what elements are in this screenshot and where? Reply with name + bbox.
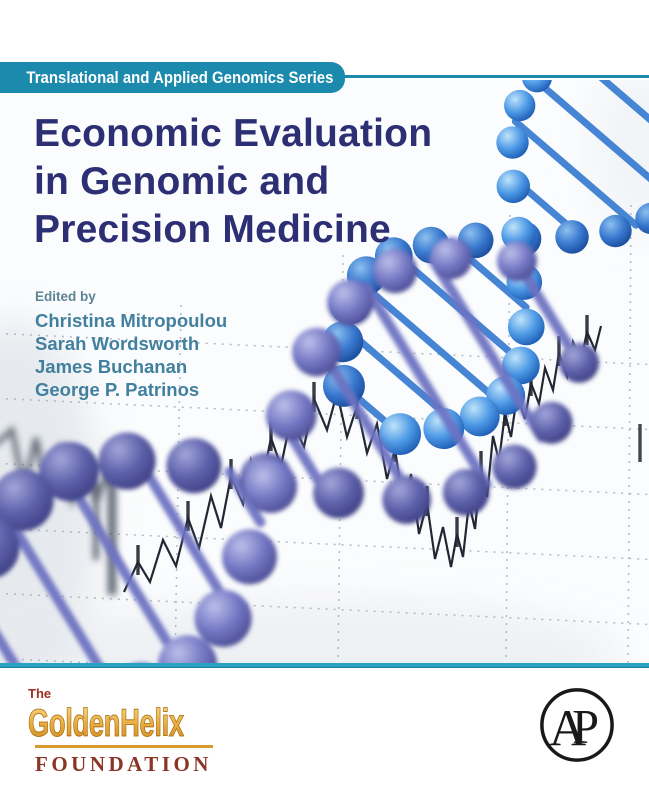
series-banner: Translational and Applied Genomics Serie… — [0, 62, 345, 93]
ap-monogram-p: P — [572, 701, 599, 754]
series-banner-label: Translational and Applied Genomics Serie… — [26, 67, 334, 87]
golden-helix-foundation-logo: TheGoldenHelix FOUNDATION — [28, 684, 228, 777]
publisher-strip: TheGoldenHelix FOUNDATION A P — [0, 668, 649, 800]
foundation-name: GoldenHelix — [28, 700, 185, 745]
ap-monogram-a: A — [549, 700, 586, 757]
chart-grid — [0, 204, 649, 666]
editor-name: James Buchanan — [35, 356, 188, 377]
editor-name: Sarah Wordsworth — [35, 333, 200, 354]
editor-name: George P. Patrinos — [35, 379, 200, 400]
teal-separator-rule — [0, 663, 649, 668]
editors-list: Christina Mitropoulou Sarah Wordsworth J… — [35, 309, 227, 401]
ap-circle-icon — [540, 688, 614, 762]
editor-name: Christina Mitropoulou — [35, 310, 228, 331]
academic-press-logo: A P — [540, 688, 614, 762]
edited-by-label: Edited by — [35, 289, 96, 304]
foundation-prefix: The — [28, 686, 52, 701]
cover-artwork — [0, 80, 649, 666]
foundation-gold-rule — [35, 745, 213, 748]
dna-helix-foreground — [0, 237, 600, 666]
book-title: Economic Evaluation in Genomic and Preci… — [34, 112, 433, 251]
foundation-subtitle: FOUNDATION — [35, 752, 212, 776]
series-banner-rule — [345, 75, 649, 78]
